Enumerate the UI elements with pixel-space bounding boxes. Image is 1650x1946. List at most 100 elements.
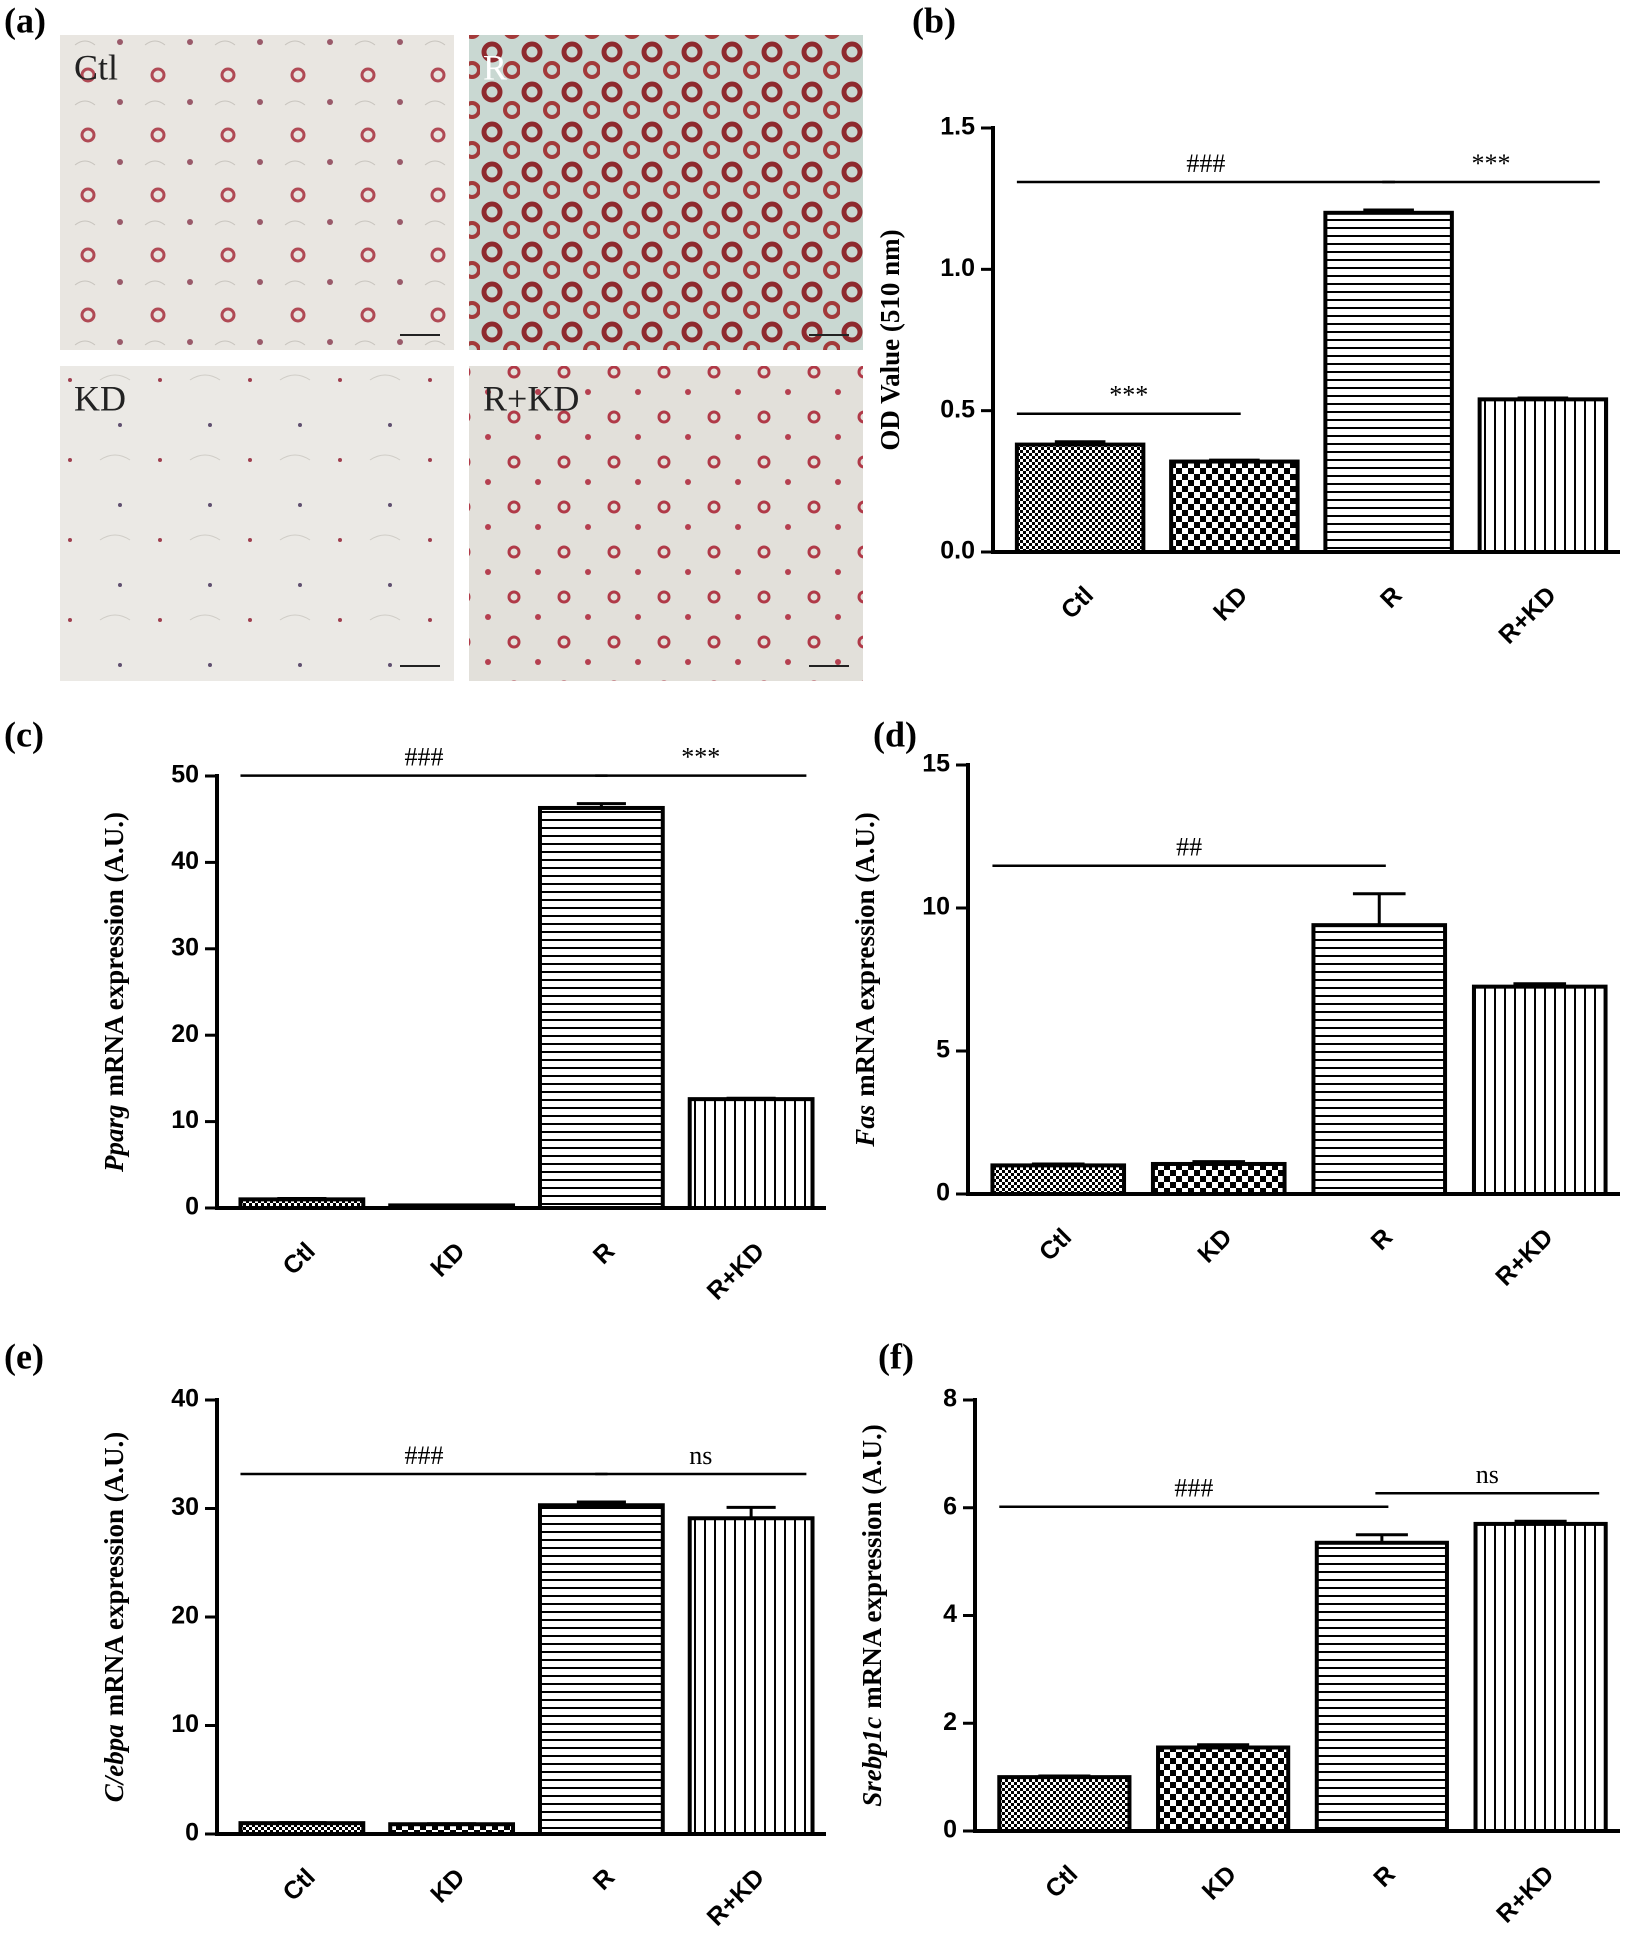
y-tick-label: 0.0 [940,537,975,565]
x-tick-label: Ctl [1034,1223,1077,1266]
x-tick-label: R+KD [1491,1860,1559,1928]
x-tick-label: R [1366,1223,1399,1256]
significance-label: *** [681,743,720,772]
bar [1150,1161,1287,1196]
significance-label: ### [1174,1474,1213,1503]
y-tick-label: 40 [171,847,199,875]
y-tick-label: 0 [185,1193,199,1221]
y-tick-label: 50 [171,761,199,789]
x-tick-label: Ctl [1056,581,1099,624]
chart: (e) C/ebpa mRNA expression (A.U.) 0 10 20 30 40… [4,1336,826,1932]
y-tick-label: 0 [936,1179,950,1207]
y-tick-label: 10 [922,893,950,921]
micrograph [469,35,863,350]
x-tick-label: R+KD [1493,581,1561,649]
y-axis-label-gene: C/ebpa [99,1724,129,1802]
y-tick-label: 0 [185,1819,199,1847]
y-tick-label: 20 [171,1602,199,1630]
x-tick-label: KD [425,1237,470,1282]
y-axis-label: C/ebpa mRNA expression (A.U.) [99,1432,129,1803]
y-tick-label: 40 [171,1385,199,1413]
significance-label: ns [1476,1460,1499,1489]
x-tick-label: R+KD [1490,1223,1558,1291]
bar [1014,442,1146,554]
y-tick-label: 10 [171,1710,199,1738]
y-axis-label: Pparg mRNA expression (A.U.) [99,812,129,1173]
y-tick-label: 6 [943,1492,957,1520]
bar [537,805,665,1211]
significance-label: *** [1109,381,1148,410]
bar [687,1097,815,1210]
chart: (c) Pparg mRNA expression (A.U.) 0 10 20 30 40 5… [4,714,826,1306]
x-tick-label: Ctl [1040,1860,1083,1903]
significance-label: ### [404,743,443,772]
bar [990,1163,1127,1197]
image-label: Ctl [74,47,118,87]
y-axis-label-gene: Srebp1c [857,1717,887,1807]
micrograph [60,35,454,350]
bar [537,1503,665,1836]
y-tick-label: 2 [943,1708,957,1736]
y-tick-label: 30 [171,933,199,961]
x-tick-label: R+KD [702,1863,770,1931]
image-label: R+KD [483,378,579,418]
bar [997,1775,1132,1833]
image-label: KD [74,378,126,418]
significance-label: *** [1472,149,1511,178]
bar [1314,1540,1449,1834]
y-tick-label: 8 [943,1385,957,1413]
image-label: R [483,47,507,87]
panel-label: (f) [878,1336,914,1376]
x-tick-label: R [1368,1860,1401,1893]
y-axis-label-gene: Pparg [99,1105,129,1174]
x-tick-label: R [1375,581,1408,614]
y-axis-label-text: mRNA expression (A.U.) [99,812,129,1097]
y-axis-label: Srebp1c mRNA expression (A.U.) [857,1424,887,1807]
bar [1323,210,1454,555]
y-tick-label: 1.0 [940,254,975,282]
x-tick-label: R [588,1863,621,1896]
x-tick-label: KD [1197,1860,1242,1905]
chart: (f) Srebp1c mRNA expression (A.U.) 0 2 4 6 8 Ctl… [857,1336,1620,1929]
bar [1477,397,1609,554]
y-tick-label: 10 [171,1106,199,1134]
significance-label: ## [1176,833,1202,862]
y-axis-label-gene: Fas [850,1105,880,1148]
chart: (d) Fas mRNA expression (A.U.) 0 5 10 15 Ctl KD R… [850,714,1620,1292]
bar [1471,984,1608,1197]
x-tick-label: R [588,1237,621,1270]
panel-label: (a) [4,0,46,40]
bar [687,1516,815,1836]
y-tick-label: 30 [171,1493,199,1521]
micrographs: Ctl R KD R+KD [60,35,863,681]
y-axis-label: OD Value (510 nm) [875,229,905,450]
y-tick-label: 15 [922,750,950,778]
chart: (b) OD Value (510 nm) 0.0 0.5 1.0 1.5 Ctl KD R R+… [875,0,1620,650]
significance-label: ### [1186,149,1225,178]
panel-label: (c) [4,714,44,754]
significance-label: ns [689,1441,712,1470]
y-axis-label-text: mRNA expression (A.U.) [857,1424,887,1709]
significance-label: ### [404,1441,443,1470]
y-tick-label: 0 [943,1816,957,1844]
y-tick-label: 5 [936,1036,950,1064]
y-tick-label: 0.5 [940,395,975,423]
y-tick-label: 20 [171,1020,199,1048]
y-tick-label: 4 [943,1600,957,1628]
y-axis-label-text: mRNA expression (A.U.) [850,812,880,1097]
x-tick-label: KD [425,1863,470,1908]
bar [1311,923,1448,1196]
micrograph [60,366,454,681]
x-tick-label: KD [1208,581,1253,626]
y-axis-label-text: mRNA expression (A.U.) [99,1432,129,1717]
x-tick-label: R+KD [702,1237,770,1305]
y-axis-label-text: OD Value (510 nm) [875,229,905,450]
panel-label: (d) [873,714,917,754]
panel-label: (b) [912,0,956,40]
y-tick-label: 1.5 [940,113,975,141]
x-tick-label: KD [1192,1223,1237,1268]
bar [1156,1745,1291,1834]
y-axis-label: Fas mRNA expression (A.U.) [850,812,880,1148]
x-tick-label: Ctl [277,1237,320,1280]
